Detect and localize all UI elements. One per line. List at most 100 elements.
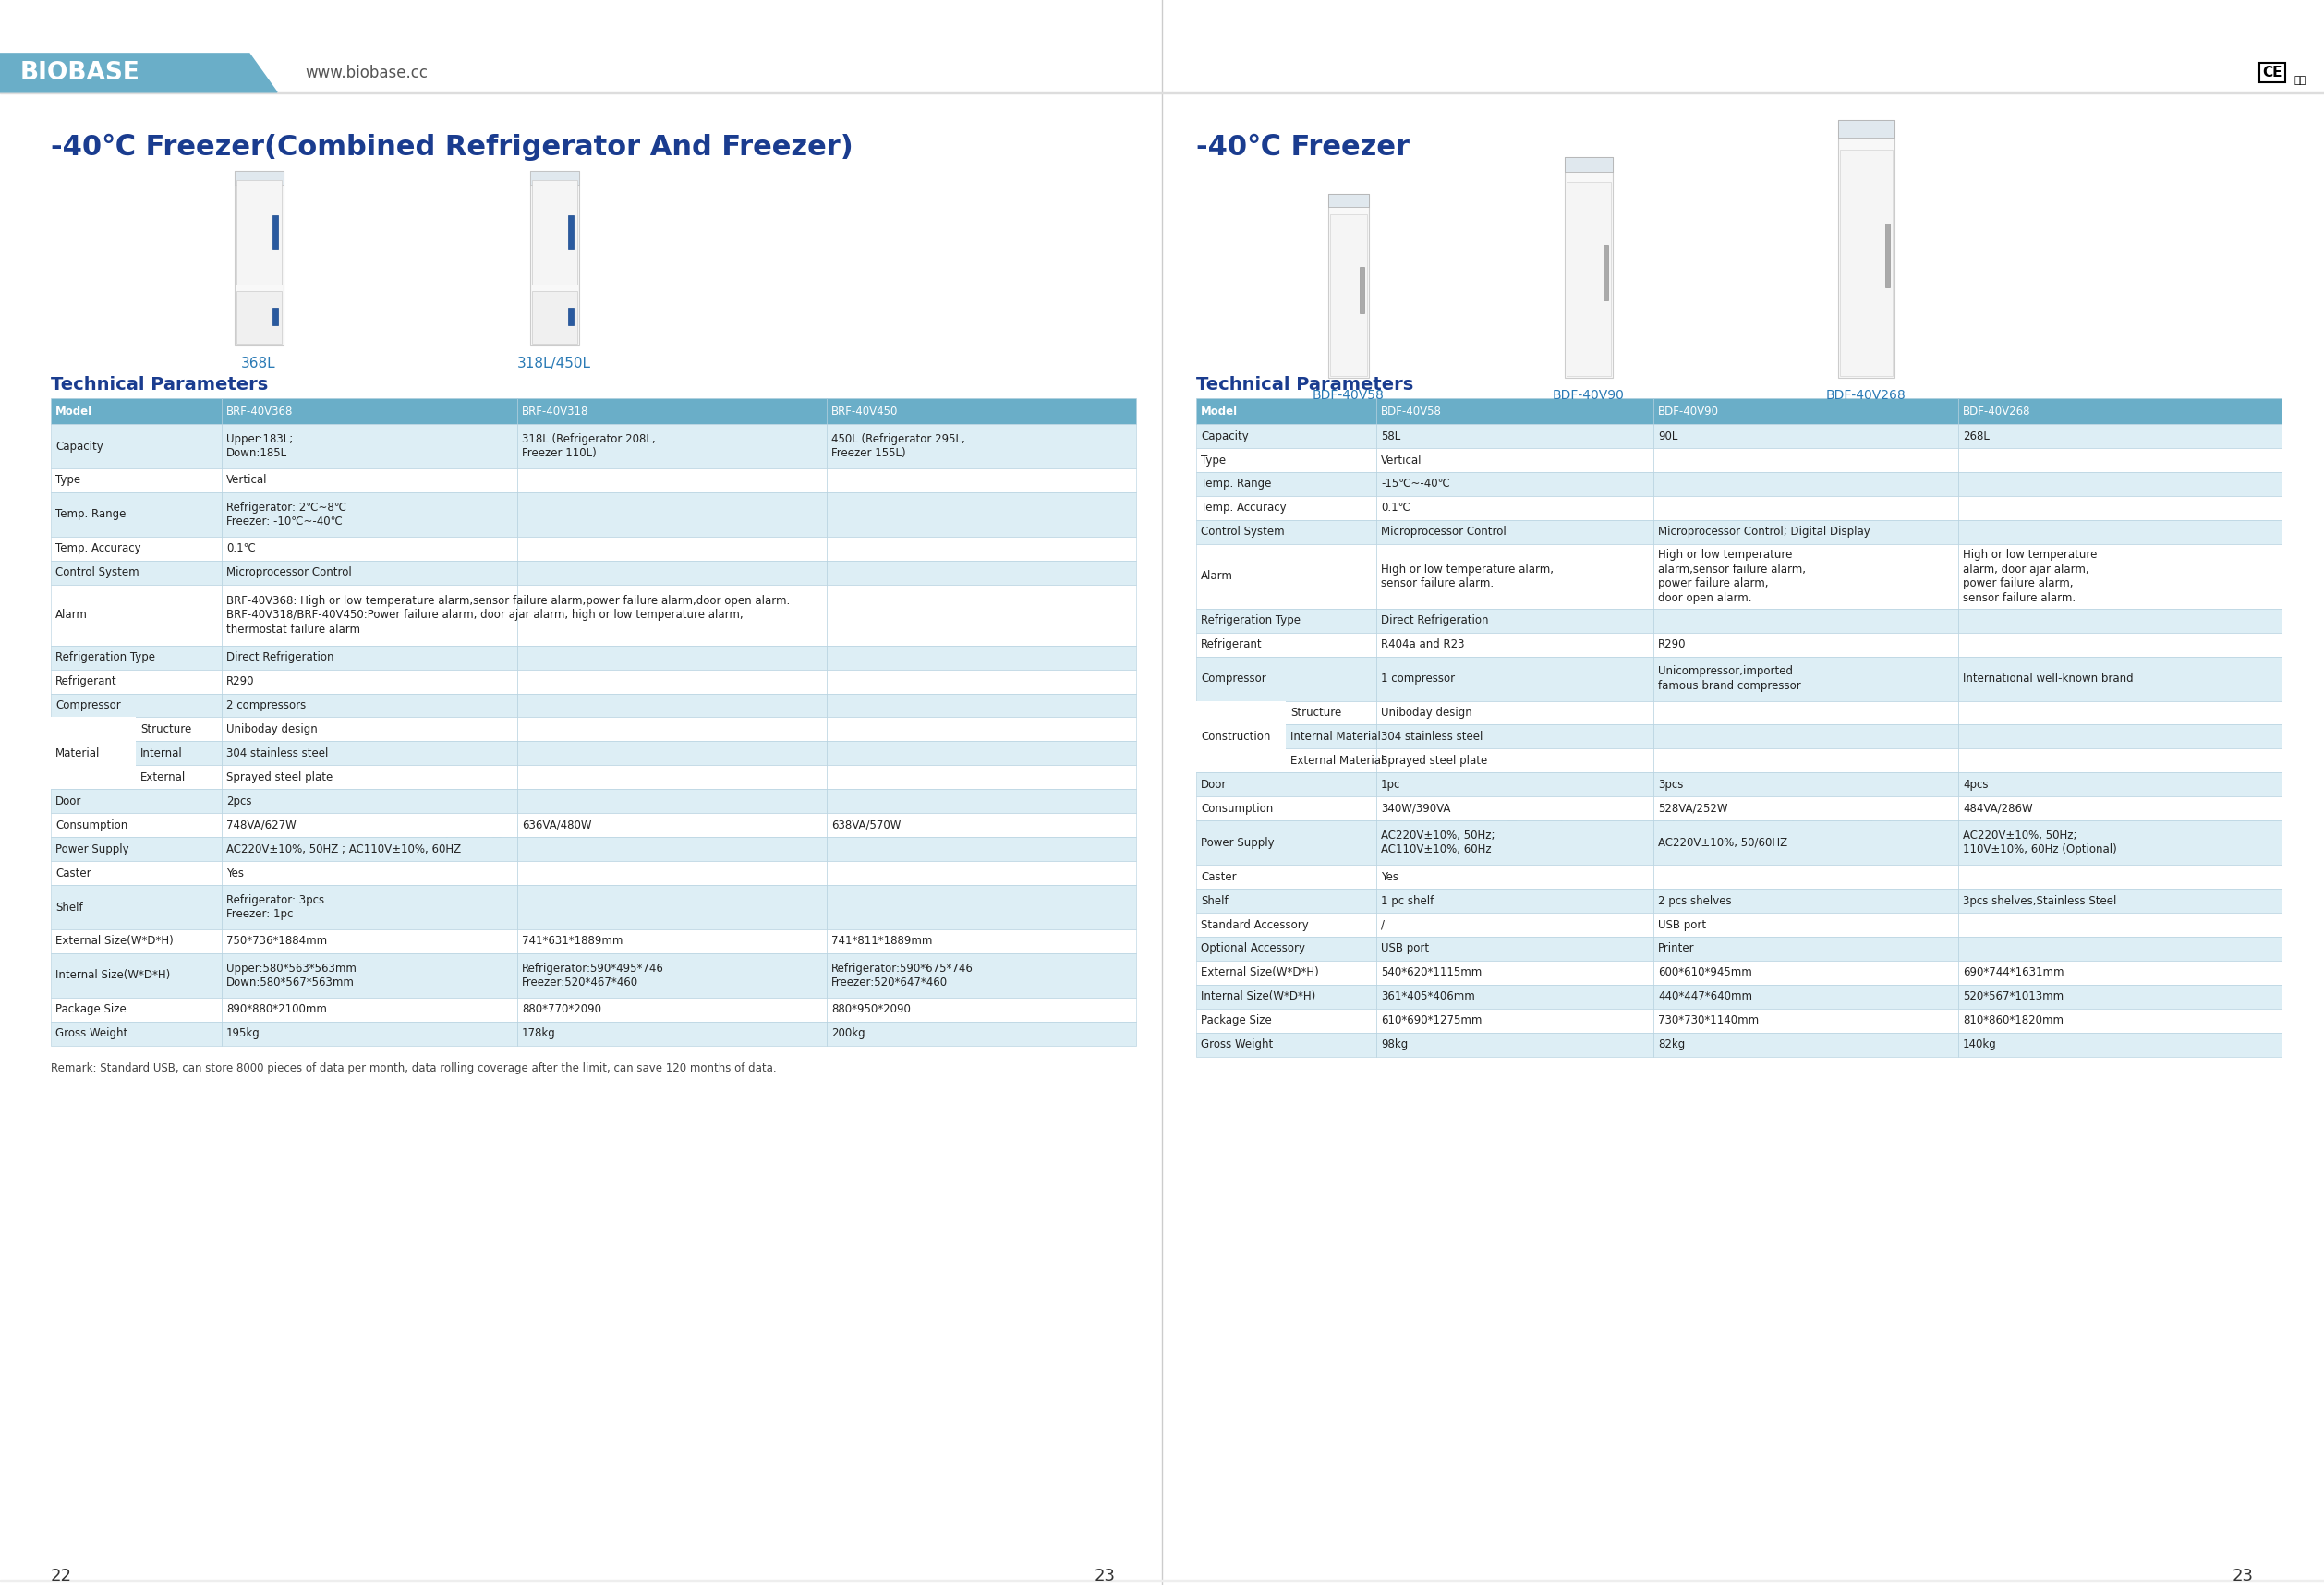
Bar bbox=[827, 694, 1136, 718]
Bar bbox=[518, 813, 827, 837]
Text: BDF-40V58: BDF-40V58 bbox=[1380, 405, 1441, 418]
Bar bbox=[518, 1021, 827, 1045]
Bar bbox=[532, 179, 576, 284]
Text: Shelf: Shelf bbox=[56, 902, 84, 913]
Bar bbox=[221, 670, 518, 694]
Text: Package Size: Package Size bbox=[1202, 1015, 1271, 1026]
Text: Type: Type bbox=[56, 475, 81, 486]
Bar bbox=[237, 291, 281, 345]
Bar bbox=[221, 997, 518, 1021]
Bar bbox=[1652, 821, 1959, 865]
Bar bbox=[272, 308, 279, 326]
Bar bbox=[518, 885, 827, 929]
Bar bbox=[518, 584, 827, 645]
Text: R290: R290 bbox=[225, 675, 253, 688]
Text: BIOBASE: BIOBASE bbox=[21, 60, 139, 84]
Bar bbox=[221, 789, 518, 813]
Bar bbox=[1197, 724, 1376, 748]
Bar bbox=[221, 861, 518, 885]
Bar bbox=[1376, 985, 1652, 1008]
Bar bbox=[1329, 194, 1369, 378]
Bar bbox=[827, 885, 1136, 929]
Text: Upper:580*563*563mm
Down:580*567*563mm: Upper:580*563*563mm Down:580*567*563mm bbox=[225, 962, 356, 989]
Bar bbox=[1652, 495, 1959, 519]
Bar bbox=[221, 537, 518, 561]
Bar bbox=[518, 670, 827, 694]
Bar bbox=[827, 929, 1136, 953]
Bar bbox=[235, 170, 284, 346]
Bar bbox=[1652, 424, 1959, 448]
Text: Yes: Yes bbox=[1380, 870, 1399, 883]
Bar bbox=[1376, 1008, 1652, 1032]
Text: BDF-40V58: BDF-40V58 bbox=[1313, 389, 1385, 402]
Text: Upper:183L;
Down:185L: Upper:183L; Down:185L bbox=[225, 434, 293, 459]
Bar bbox=[1376, 961, 1652, 985]
Text: BDF-40V90: BDF-40V90 bbox=[1552, 389, 1624, 402]
Text: BRF-40V368: BRF-40V368 bbox=[225, 405, 293, 418]
Text: High or low temperature alarm,
sensor failure alarm.: High or low temperature alarm, sensor fa… bbox=[1380, 564, 1555, 589]
Bar bbox=[1376, 913, 1652, 937]
Bar bbox=[51, 670, 221, 694]
Bar bbox=[1376, 424, 1652, 448]
Bar bbox=[1959, 495, 2282, 519]
Bar bbox=[1376, 865, 1652, 889]
Text: USB port: USB port bbox=[1380, 943, 1429, 954]
Text: Structure: Structure bbox=[139, 723, 191, 735]
Bar bbox=[51, 561, 221, 584]
Bar bbox=[1197, 632, 1376, 656]
Bar bbox=[1959, 1032, 2282, 1056]
Text: Vertical: Vertical bbox=[225, 475, 267, 486]
Bar bbox=[827, 424, 1136, 468]
Text: Model: Model bbox=[56, 405, 93, 418]
Bar bbox=[221, 837, 518, 861]
Text: Sprayed steel plate: Sprayed steel plate bbox=[1380, 754, 1487, 767]
Bar bbox=[235, 170, 284, 184]
Text: 178kg: 178kg bbox=[523, 1027, 555, 1040]
Text: Gross Weight: Gross Weight bbox=[56, 1027, 128, 1040]
Bar bbox=[0, 1580, 2324, 1582]
Bar bbox=[1197, 797, 1376, 821]
Bar bbox=[1959, 773, 2282, 797]
Bar bbox=[518, 399, 827, 424]
Text: 638VA/570W: 638VA/570W bbox=[832, 819, 902, 831]
Text: Control System: Control System bbox=[1202, 526, 1285, 538]
Bar bbox=[1652, 937, 1959, 961]
Text: BDF-40V90: BDF-40V90 bbox=[1657, 405, 1720, 418]
Bar bbox=[827, 789, 1136, 813]
Bar bbox=[1652, 985, 1959, 1008]
Bar bbox=[1376, 632, 1652, 656]
Bar bbox=[51, 399, 221, 424]
Text: -40℃ Freezer: -40℃ Freezer bbox=[1197, 133, 1411, 160]
Text: BRF-40V450: BRF-40V450 bbox=[832, 405, 897, 418]
Text: -40℃ Freezer(Combined Refrigerator And Freezer): -40℃ Freezer(Combined Refrigerator And F… bbox=[51, 133, 853, 160]
Text: 890*880*2100mm: 890*880*2100mm bbox=[225, 1004, 328, 1016]
Bar bbox=[1652, 448, 1959, 472]
Text: 361*405*406mm: 361*405*406mm bbox=[1380, 991, 1476, 1002]
Text: 0.1℃: 0.1℃ bbox=[1380, 502, 1411, 515]
Text: External Size(W*D*H): External Size(W*D*H) bbox=[56, 935, 174, 948]
Text: Compressor: Compressor bbox=[1202, 673, 1267, 684]
Bar bbox=[1959, 448, 2282, 472]
Bar bbox=[518, 468, 827, 492]
Bar bbox=[1959, 865, 2282, 889]
Bar bbox=[221, 718, 518, 742]
Text: Yes: Yes bbox=[225, 867, 244, 880]
Text: 450L (Refrigerator 295L,
Freezer 155L): 450L (Refrigerator 295L, Freezer 155L) bbox=[832, 434, 964, 459]
Bar bbox=[1652, 632, 1959, 656]
Text: Internal Size(W*D*H): Internal Size(W*D*H) bbox=[56, 969, 170, 981]
Bar bbox=[51, 584, 221, 645]
Text: Alarm: Alarm bbox=[1202, 570, 1234, 583]
Text: Refrigerator:590*495*746
Freezer:520*467*460: Refrigerator:590*495*746 Freezer:520*467… bbox=[523, 962, 665, 989]
Text: Gross Weight: Gross Weight bbox=[1202, 1039, 1274, 1051]
Text: 610*690*1275mm: 610*690*1275mm bbox=[1380, 1015, 1483, 1026]
Text: 318L/450L: 318L/450L bbox=[518, 357, 590, 370]
Text: Capacity: Capacity bbox=[1202, 430, 1248, 441]
Text: Vertical: Vertical bbox=[1380, 454, 1422, 465]
Text: Refrigerator: 2℃~8℃
Freezer: -10℃~-40℃: Refrigerator: 2℃~8℃ Freezer: -10℃~-40℃ bbox=[225, 502, 346, 527]
Bar bbox=[827, 468, 1136, 492]
Text: E-mail: export@biobase.cc / www.biobase.com: E-mail: export@biobase.cc / www.biobase.… bbox=[1506, 821, 1987, 838]
Bar bbox=[1959, 656, 2282, 700]
Bar bbox=[1652, 913, 1959, 937]
Text: Standard Accessory: Standard Accessory bbox=[1202, 919, 1308, 931]
Text: 2pcs: 2pcs bbox=[225, 796, 251, 807]
